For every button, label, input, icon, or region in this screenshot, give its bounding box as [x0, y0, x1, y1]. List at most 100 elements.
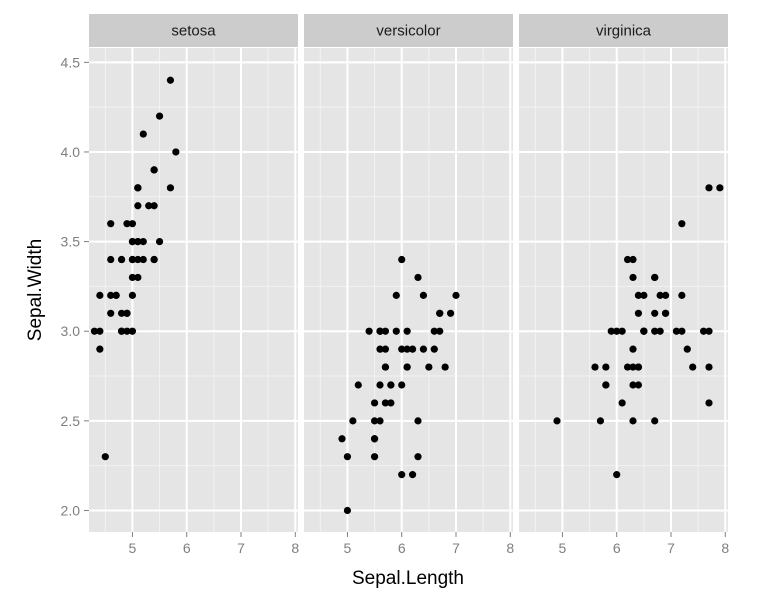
data-point	[381, 345, 390, 353]
y-tick-label: 2.0	[61, 502, 81, 518]
facet-panel-virginica: virginica 5 6 7 8	[519, 14, 729, 556]
data-point	[128, 291, 137, 299]
data-point	[343, 506, 352, 515]
data-point	[128, 273, 137, 282]
data-point	[398, 471, 406, 479]
data-point	[172, 148, 180, 156]
data-point	[672, 327, 681, 335]
data-point	[123, 220, 131, 228]
data-point	[150, 166, 158, 174]
data-point	[392, 291, 400, 299]
x-axis-title: Sepal.Length	[352, 568, 464, 589]
data-point	[381, 399, 390, 407]
data-point	[134, 273, 142, 282]
data-point	[338, 435, 346, 443]
data-point	[150, 255, 158, 264]
data-point	[398, 255, 406, 264]
data-point	[354, 381, 362, 389]
data-point	[370, 417, 379, 425]
data-point	[403, 345, 411, 353]
data-point	[629, 345, 637, 353]
data-point	[134, 202, 142, 210]
data-point	[629, 381, 637, 389]
x-tick-label: 6	[613, 540, 621, 556]
data-point	[365, 327, 373, 335]
data-point	[705, 399, 713, 407]
data-point	[591, 363, 599, 371]
data-point	[678, 291, 686, 299]
data-point	[656, 291, 664, 299]
data-point	[403, 363, 411, 371]
data-point	[602, 363, 610, 371]
data-point	[134, 184, 142, 192]
y-tick-label: 3.0	[61, 323, 81, 339]
data-point	[705, 327, 713, 335]
data-point	[107, 291, 115, 299]
x-tick-label: 5	[344, 540, 352, 556]
data-point	[398, 381, 406, 389]
data-point	[596, 417, 605, 425]
data-point	[376, 345, 384, 353]
facet-panel-versicolor: versicolor 5 6 7 8	[304, 14, 514, 556]
x-tick-label: 8	[506, 540, 514, 556]
data-point	[452, 291, 460, 299]
data-point	[370, 435, 379, 443]
data-point	[613, 327, 621, 335]
data-point	[408, 345, 417, 353]
data-point	[419, 291, 428, 299]
data-point	[166, 184, 175, 192]
data-point	[112, 291, 120, 299]
data-point	[651, 327, 659, 335]
data-point	[446, 309, 455, 317]
data-point	[634, 309, 643, 317]
x-tick-label: 7	[667, 540, 675, 556]
data-point	[629, 255, 637, 264]
data-point	[716, 184, 724, 192]
data-point	[661, 309, 670, 317]
data-point	[134, 255, 142, 264]
x-tick-label: 7	[452, 540, 460, 556]
panel-background	[519, 48, 728, 532]
data-point	[387, 381, 395, 389]
facet-strip-label: setosa	[171, 23, 216, 40]
facet-strip-label: versicolor	[376, 23, 440, 40]
data-point	[349, 417, 357, 425]
y-axis-title: Sepal.Width	[25, 239, 46, 341]
data-point	[683, 345, 691, 353]
y-tick-label: 2.5	[61, 413, 81, 429]
data-point	[117, 255, 126, 264]
data-point	[145, 202, 153, 210]
facet-strip-label: virginica	[596, 23, 652, 40]
data-point	[629, 417, 637, 425]
data-point	[123, 309, 131, 317]
data-point	[398, 345, 406, 353]
data-point	[602, 381, 610, 389]
x-tick-label: 8	[721, 540, 729, 556]
data-point	[139, 255, 147, 264]
data-point	[128, 255, 137, 264]
facet-strip	[304, 14, 513, 47]
data-point	[629, 273, 637, 282]
data-point	[96, 345, 104, 353]
data-point	[150, 202, 158, 210]
y-tick-label: 3.5	[61, 234, 81, 250]
data-point	[640, 327, 648, 335]
data-point	[623, 255, 632, 264]
data-point	[392, 327, 400, 335]
data-point	[376, 417, 384, 425]
data-point	[419, 345, 428, 353]
data-point	[155, 238, 164, 246]
data-point	[618, 327, 626, 335]
data-point	[370, 399, 379, 407]
data-point	[90, 327, 99, 335]
data-point	[117, 327, 126, 335]
data-point	[139, 130, 147, 138]
data-point	[101, 453, 109, 461]
data-point	[376, 327, 384, 335]
data-point	[414, 453, 422, 461]
data-point	[107, 220, 115, 228]
data-point	[128, 238, 137, 246]
x-tick-label: 6	[183, 540, 191, 556]
data-point	[634, 363, 643, 371]
